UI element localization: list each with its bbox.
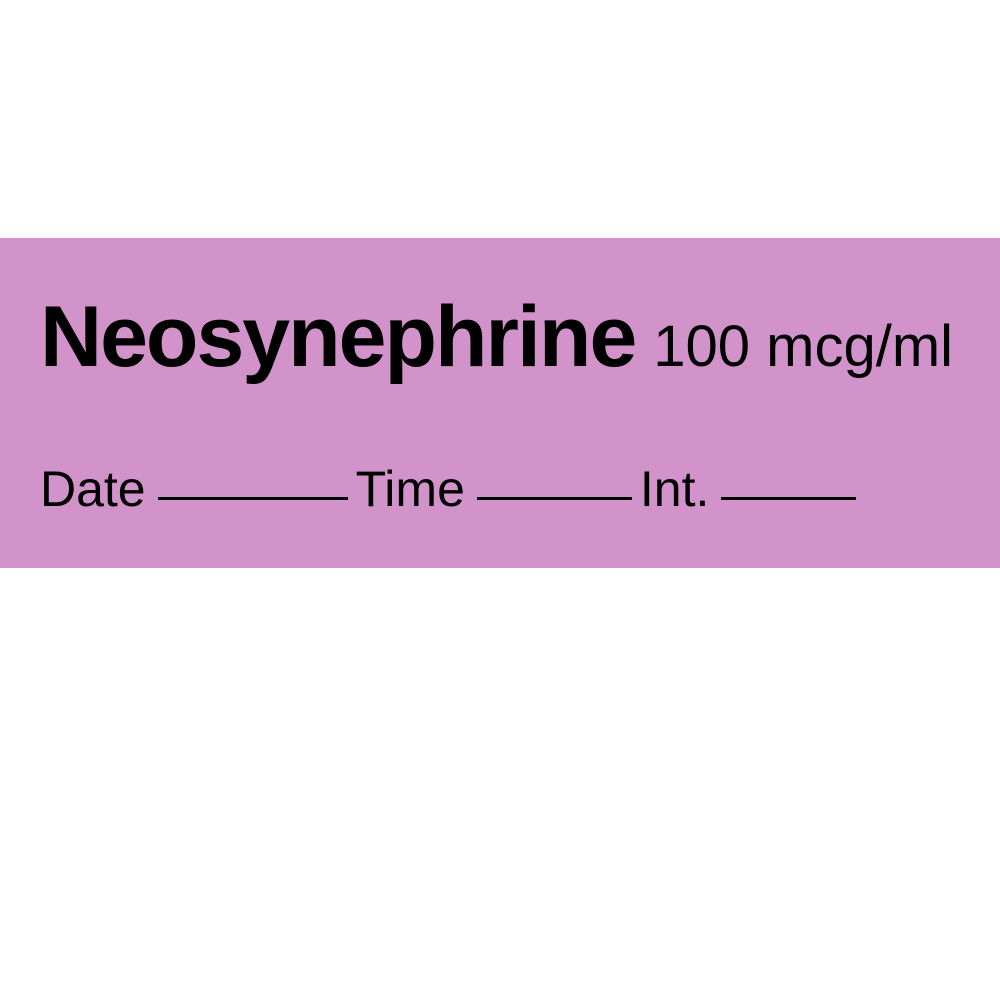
date-label: Date (40, 460, 146, 518)
time-label: Time (356, 460, 465, 518)
drug-concentration: 100 mcg/ml (653, 313, 953, 380)
time-line (477, 497, 632, 500)
drug-title-row: Neosynephrine 100 mcg/ml (40, 288, 960, 387)
date-line (158, 497, 348, 500)
drug-name: Neosynephrine (40, 288, 635, 387)
int-label: Int. (640, 460, 709, 518)
fields-row: Date Time Int. (40, 460, 960, 518)
int-line (721, 497, 856, 500)
medication-label: Neosynephrine 100 mcg/ml Date Time Int. (0, 238, 1000, 568)
